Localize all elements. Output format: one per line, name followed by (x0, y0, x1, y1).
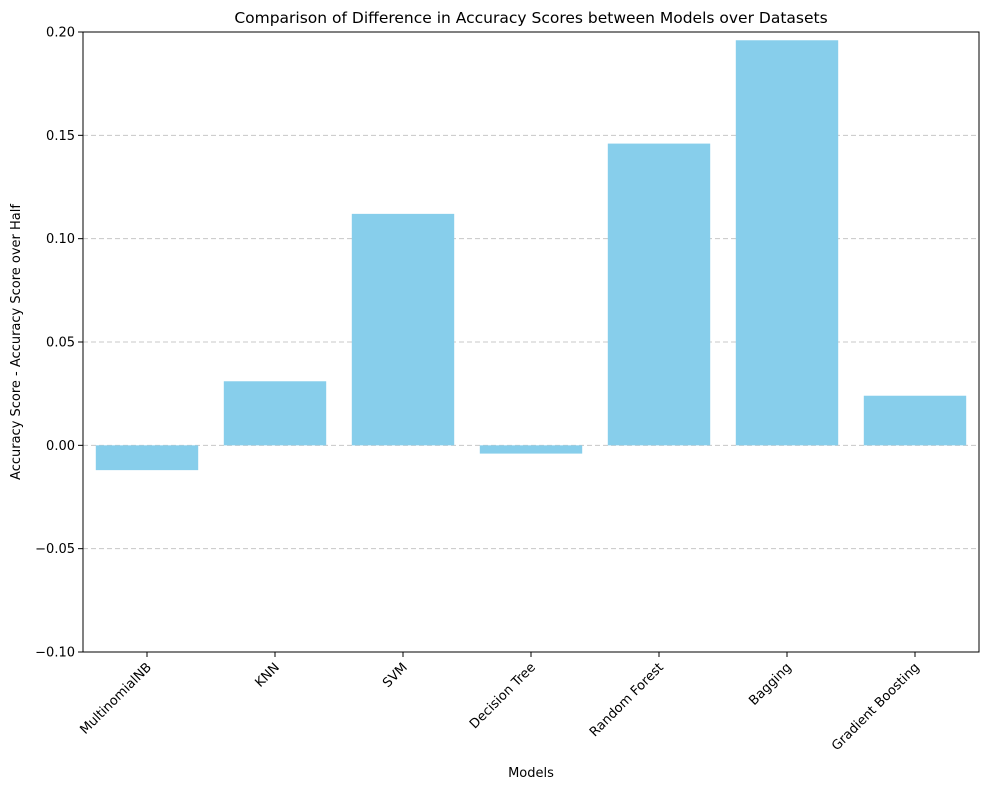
y-tick-label: −0.10 (35, 646, 75, 661)
bar-decision-tree (479, 445, 583, 454)
y-tick-label: 0.15 (46, 129, 75, 144)
bar-random-forest (607, 143, 711, 446)
x-axis-ticks: MultinomialNB KNN SVM Decision Tree Random F… (77, 652, 923, 754)
y-axis-ticks: −0.10 −0.05 0.00 0.05 0.10 0.15 0.20 (35, 26, 83, 661)
bar-knn (223, 381, 327, 446)
x-tick-label: KNN (252, 660, 282, 690)
x-axis-title: Models (508, 766, 554, 781)
x-tick-label: Gradient Boosting (829, 660, 923, 754)
x-tick-label: Random Forest (587, 660, 667, 740)
x-tick-label: Decision Tree (467, 660, 539, 732)
x-tick-label: MultinomialNB (77, 660, 154, 737)
y-tick-label: −0.05 (35, 542, 75, 557)
y-tick-label: 0.10 (46, 232, 75, 247)
y-tick-label: 0.20 (46, 26, 75, 41)
chart-title: Comparison of Difference in Accuracy Sco… (234, 9, 827, 27)
bar-bagging (735, 40, 839, 446)
gridlines (83, 134, 979, 550)
bars (95, 40, 967, 471)
y-tick-label: 0.05 (46, 336, 75, 351)
y-tick-label: 0.00 (46, 439, 75, 454)
x-tick-label: Bagging (746, 660, 794, 708)
bar-multinomialnb (95, 445, 199, 471)
x-tick-label: SVM (380, 660, 411, 691)
y-axis-title: Accuracy Score - Accuracy Score over Hal… (9, 204, 24, 480)
bar-gradient-boosting (863, 395, 967, 446)
bar-svm (351, 213, 455, 446)
